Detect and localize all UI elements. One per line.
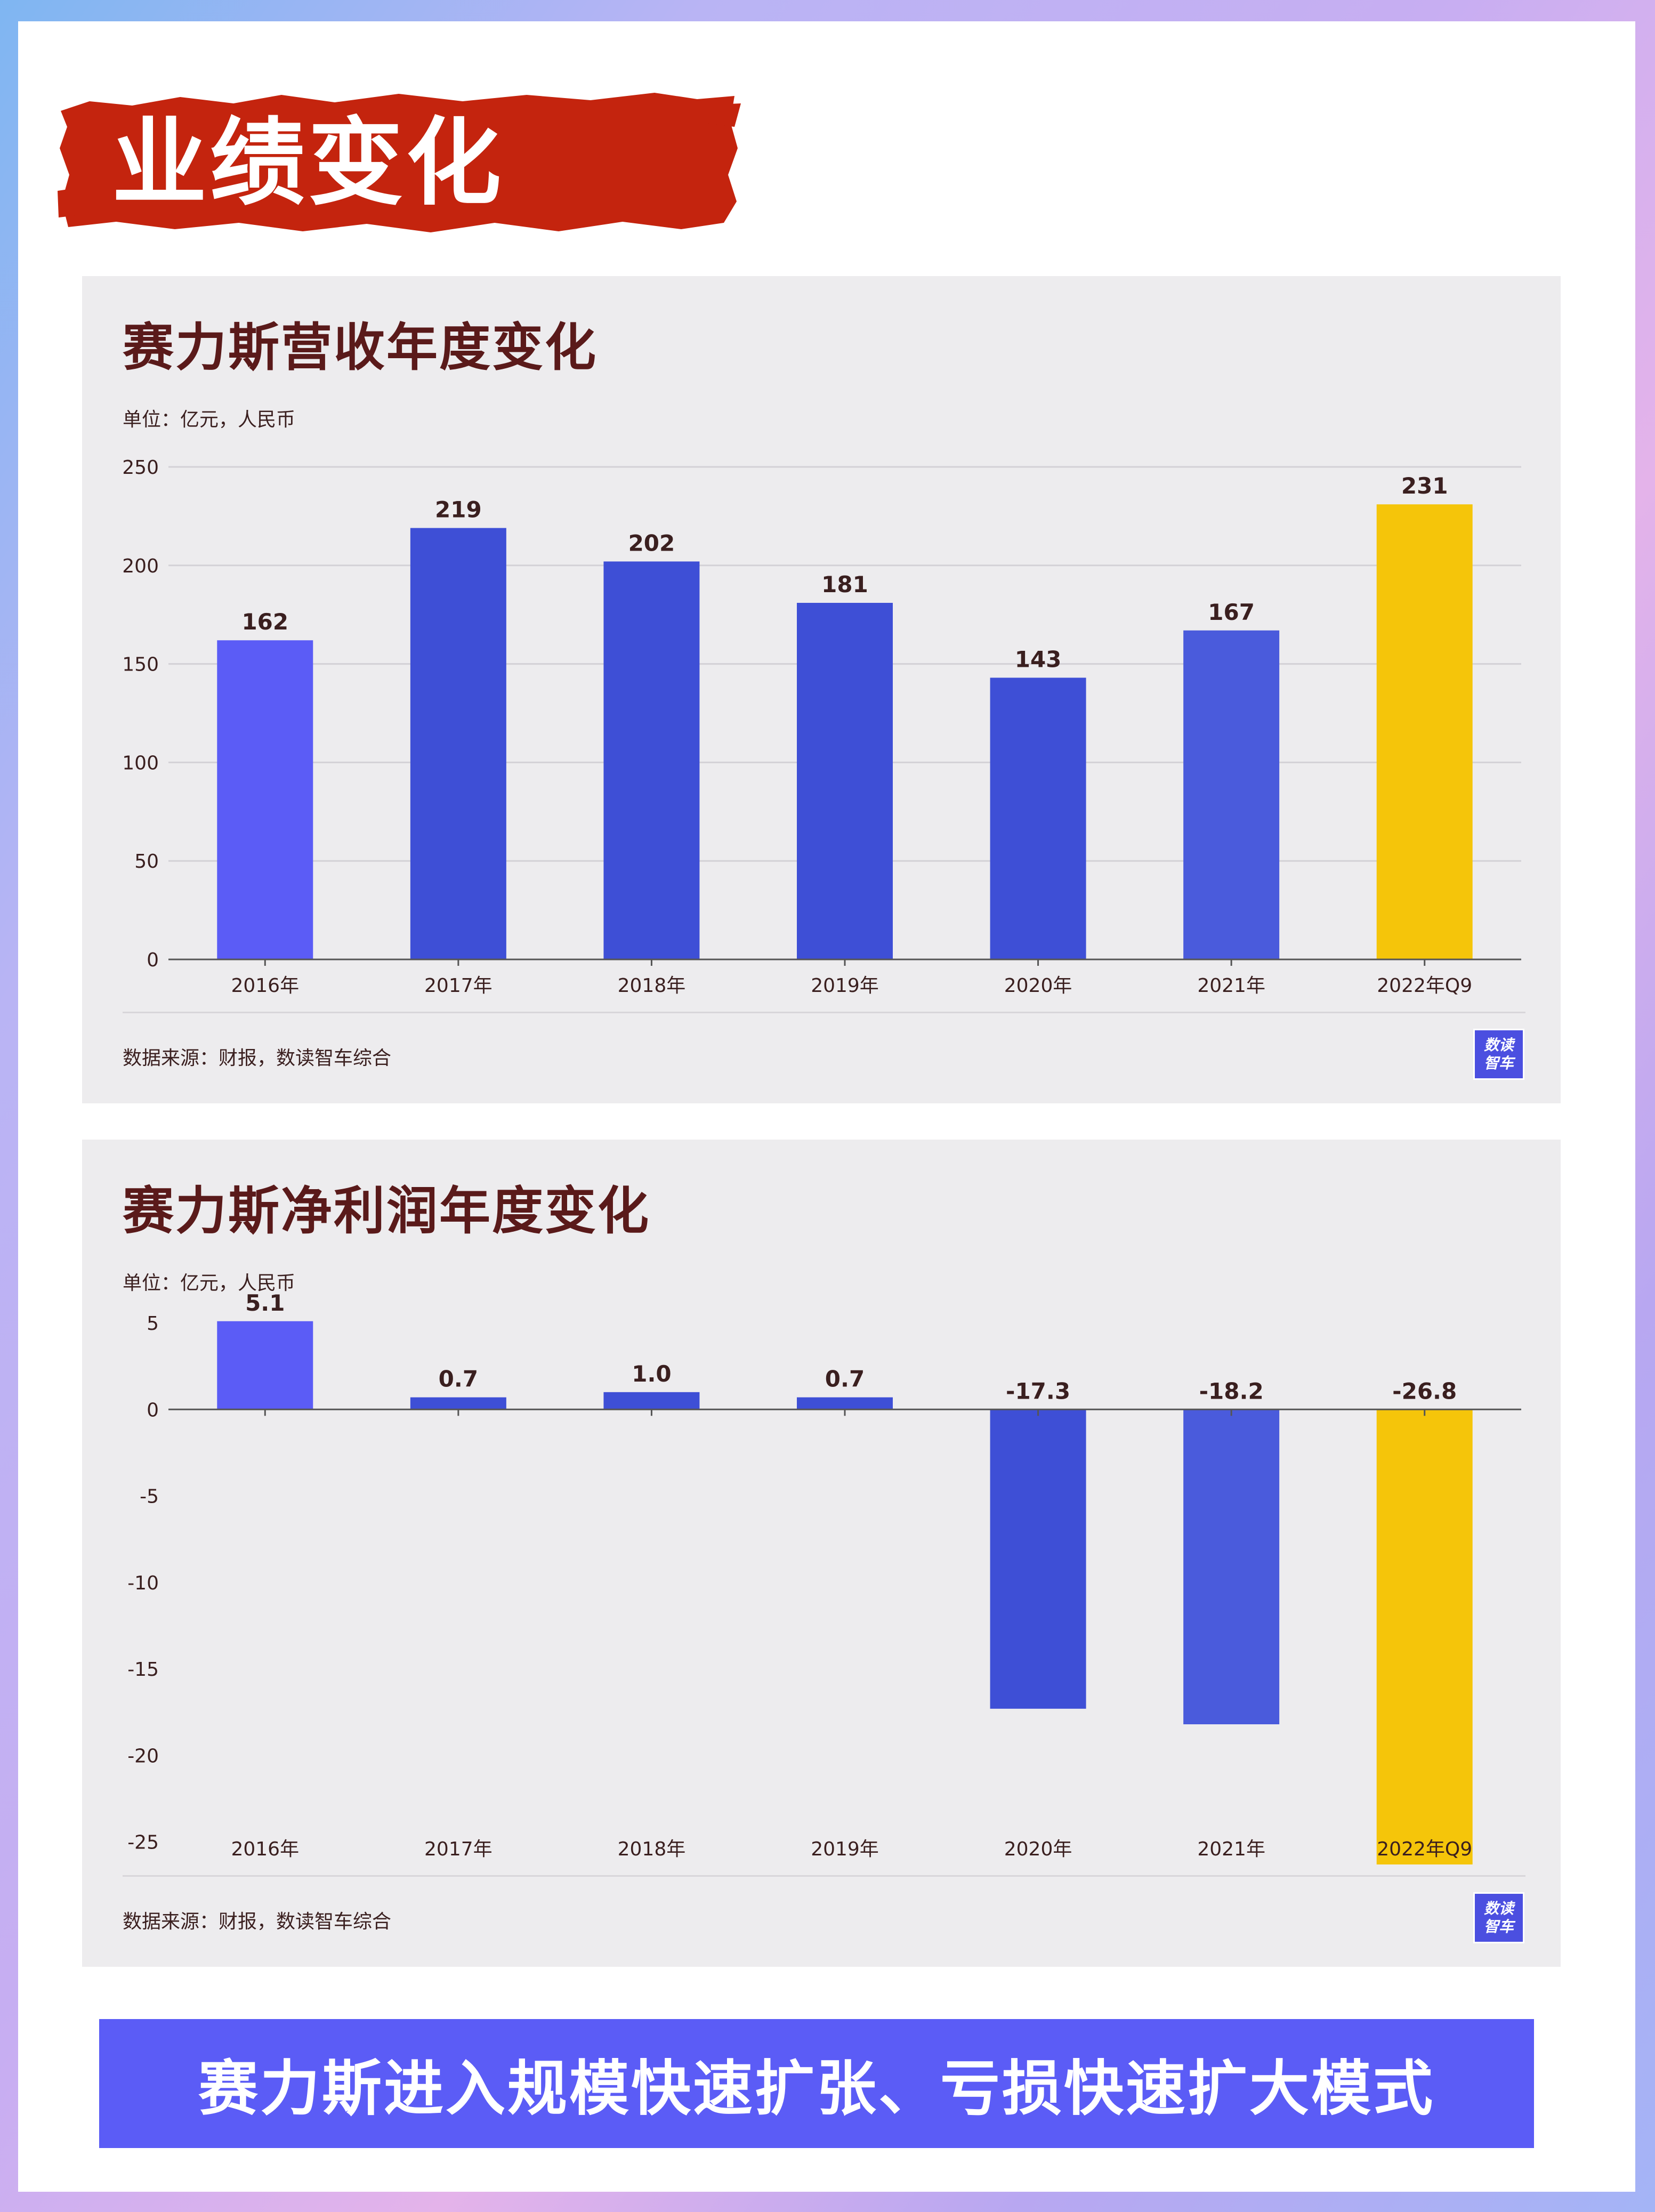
data-label: 219 <box>435 497 482 523</box>
y-tick-label: -25 <box>127 1832 159 1854</box>
data-label: -17.3 <box>1006 1378 1070 1404</box>
bar <box>1376 504 1473 959</box>
revenue-bar-chart: 0 50 100 150 200 250 162 2016年 219 2017年 202 2018年 1… <box>122 457 1521 997</box>
x-tick-label: 2022年Q9 <box>1377 1838 1472 1860</box>
brand-logo: 数读 智车 <box>1473 1892 1524 1943</box>
brush-stroke-shape <box>58 93 741 232</box>
brand-logo: 数读 智车 <box>1473 1029 1524 1080</box>
x-tick-label: 2016年 <box>231 975 299 997</box>
y-tick-label: 50 <box>134 851 159 873</box>
bar <box>990 677 1086 959</box>
bar <box>410 1397 506 1410</box>
x-tick-label: 2018年 <box>618 975 686 997</box>
data-label: 0.7 <box>439 1366 478 1392</box>
y-tick-label: -5 <box>140 1486 159 1508</box>
chart-divider <box>123 1012 1525 1013</box>
chart-divider <box>123 1875 1525 1877</box>
y-tick-label: 150 <box>122 654 159 676</box>
logo-line-1: 数读 <box>1483 1036 1514 1054</box>
bar <box>797 603 893 959</box>
y-tick-label: 0 <box>147 1399 159 1421</box>
data-label: 5.1 <box>245 1290 285 1316</box>
x-tick-label: 2017年 <box>424 1838 493 1860</box>
bar <box>603 561 700 959</box>
data-label: 202 <box>628 530 675 556</box>
y-tick-label: 0 <box>147 949 159 971</box>
y-tick-label: 100 <box>122 752 159 774</box>
logo-line-1: 数读 <box>1483 1900 1514 1917</box>
bar <box>1183 1409 1280 1725</box>
x-tick-label: 2016年 <box>231 1838 299 1860</box>
bar <box>217 640 313 959</box>
data-label: -18.2 <box>1199 1378 1264 1404</box>
logo-line-2: 智车 <box>1483 1918 1514 1935</box>
x-tick-label: 2018年 <box>618 1838 686 1860</box>
conclusion-banner: 赛力斯进入规模快速扩张、亏损快速扩大模式 <box>99 2019 1534 2148</box>
bar <box>603 1392 700 1410</box>
y-tick-label: 200 <box>122 555 159 577</box>
chart-unit: 单位：亿元，人民币 <box>123 409 296 431</box>
chart-title: 赛力斯营收年度变化 <box>123 318 598 377</box>
x-tick-label: 2021年 <box>1197 1838 1265 1860</box>
x-tick-label: 2019年 <box>811 975 879 997</box>
x-tick-label: 2020年 <box>1004 975 1072 997</box>
x-tick-label: 2017年 <box>424 975 493 997</box>
bar <box>797 1397 893 1410</box>
bar <box>1376 1409 1473 1864</box>
data-label: 181 <box>821 571 868 598</box>
x-tick-label: 2021年 <box>1197 975 1265 997</box>
chart-source: 数据来源：财报，数读智车综合 <box>123 1047 392 1069</box>
bar <box>990 1409 1086 1709</box>
y-tick-label: -20 <box>127 1745 159 1767</box>
y-tick-label: -15 <box>127 1659 159 1681</box>
x-tick-label: 2019年 <box>811 1838 879 1860</box>
section-title-brush <box>58 90 741 235</box>
data-label: 231 <box>1401 473 1448 499</box>
revenue-chart-panel: 赛力斯营收年度变化 单位：亿元，人民币 0 50 100 150 200 250 162 20… <box>82 276 1561 1103</box>
profit-bar-chart: 5 0 -5 -10 -15 -20 -25 5.1 2016年 0.7 2017年 1.0 2018年… <box>127 1290 1521 1864</box>
data-label: 143 <box>1015 646 1062 672</box>
y-tick-label: 5 <box>147 1313 159 1335</box>
section-title: 业绩变化 <box>112 108 504 218</box>
y-tick-label: 250 <box>122 457 159 479</box>
chart-source: 数据来源：财报，数读智车综合 <box>123 1911 392 1933</box>
data-label: 1.0 <box>632 1361 671 1387</box>
bar <box>1183 630 1280 959</box>
data-label: 162 <box>241 609 288 635</box>
bar <box>217 1321 313 1410</box>
x-tick-label: 2022年Q9 <box>1377 975 1472 997</box>
logo-line-2: 智车 <box>1483 1054 1514 1072</box>
data-label: 167 <box>1208 599 1255 625</box>
y-tick-label: -10 <box>127 1572 159 1594</box>
chart-title: 赛力斯净利润年度变化 <box>123 1181 650 1241</box>
chart-unit: 单位：亿元，人民币 <box>123 1272 296 1294</box>
data-label: -26.8 <box>1392 1378 1457 1404</box>
bar <box>410 528 506 959</box>
data-label: 0.7 <box>825 1366 865 1392</box>
x-tick-label: 2020年 <box>1004 1838 1072 1860</box>
profit-chart-panel: 赛力斯净利润年度变化 单位：亿元，人民币 5 0 -5 -10 -15 -20 -25 5.1… <box>82 1140 1561 1967</box>
